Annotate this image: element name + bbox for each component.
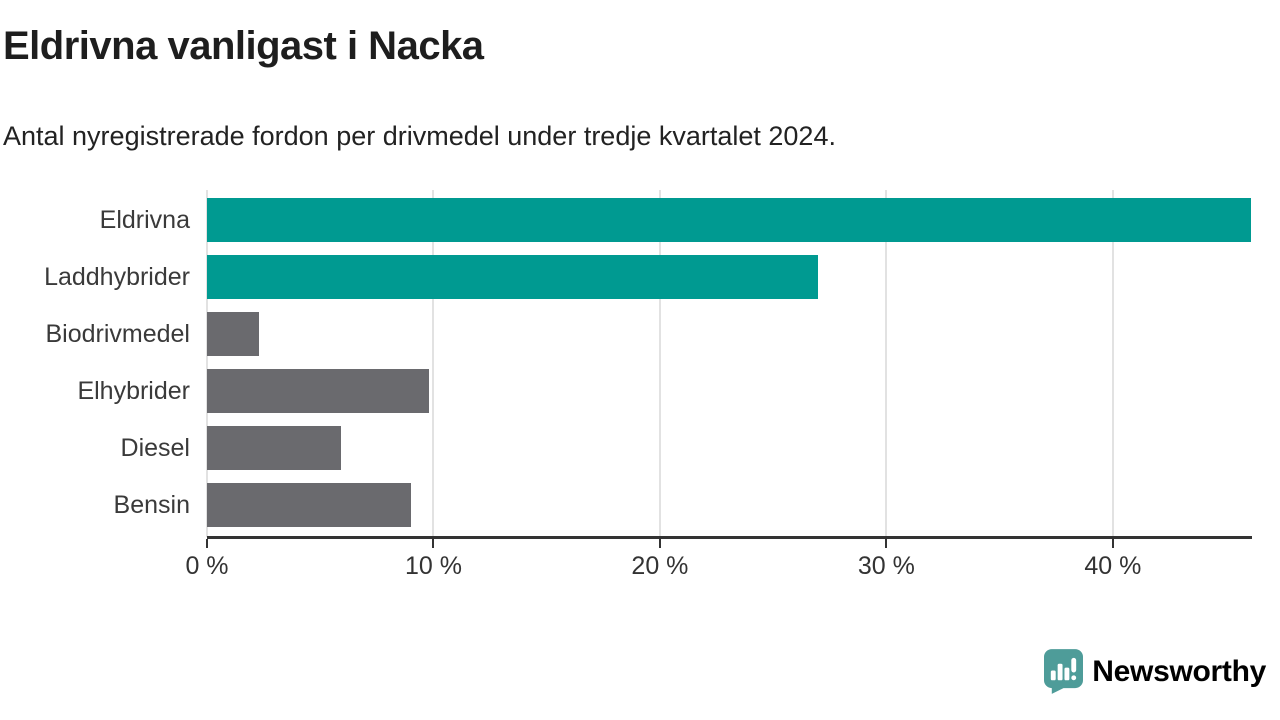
- category-label-elhybrider: Elhybrider: [77, 377, 190, 405]
- x-tick-30: [885, 539, 888, 548]
- bar-diesel: [207, 426, 341, 470]
- category-label-diesel: Diesel: [120, 434, 190, 462]
- bar-chart: Eldrivna Laddhybrider Biodrivmedel Elhybrid…: [0, 190, 1255, 590]
- chart-title: Eldrivna vanligast i Nacka: [3, 24, 484, 68]
- gridline-10: [432, 190, 435, 537]
- plot-area: [206, 190, 1251, 537]
- gridline-0: [206, 190, 208, 537]
- gridline-40: [1111, 190, 1114, 537]
- x-axis-line: [207, 536, 1252, 539]
- bar-bensin: [207, 483, 411, 527]
- bar-biodrivmedel: [207, 312, 260, 356]
- chart-subtitle: Antal nyregistrerade fordon per drivmede…: [3, 121, 836, 151]
- x-tick-20: [658, 539, 661, 548]
- x-tick-label-40: 40 %: [1084, 552, 1142, 580]
- x-tick-label-30: 30 %: [857, 552, 915, 580]
- x-tick-label-20: 20 %: [631, 552, 689, 580]
- brand-name: Newsworthy: [1092, 654, 1266, 688]
- bar-elhybrider: [207, 369, 429, 413]
- category-label-biodrivmedel: Biodrivmedel: [45, 320, 190, 348]
- gridline-20: [658, 190, 661, 537]
- newsworthy-logo: Newsworthy: [1044, 649, 1266, 694]
- category-label-laddhybrider: Laddhybrider: [44, 263, 190, 291]
- x-tick-40: [1111, 539, 1114, 548]
- category-label-eldrivna: Eldrivna: [99, 206, 190, 234]
- bar-eldrivna: [207, 198, 1251, 242]
- x-tick-10: [432, 539, 435, 548]
- category-label-bensin: Bensin: [113, 491, 190, 519]
- x-tick-label-0: 0 %: [185, 552, 229, 580]
- gridline-30: [885, 190, 888, 537]
- x-tick-label-10: 10 %: [404, 552, 462, 580]
- bar-laddhybrider: [207, 255, 819, 299]
- newsworthy-speech-bubble-chart-icon: [1044, 649, 1084, 694]
- category-axis-labels: Eldrivna Laddhybrider Biodrivmedel Elhybrid…: [0, 190, 207, 537]
- x-tick-0: [206, 539, 208, 548]
